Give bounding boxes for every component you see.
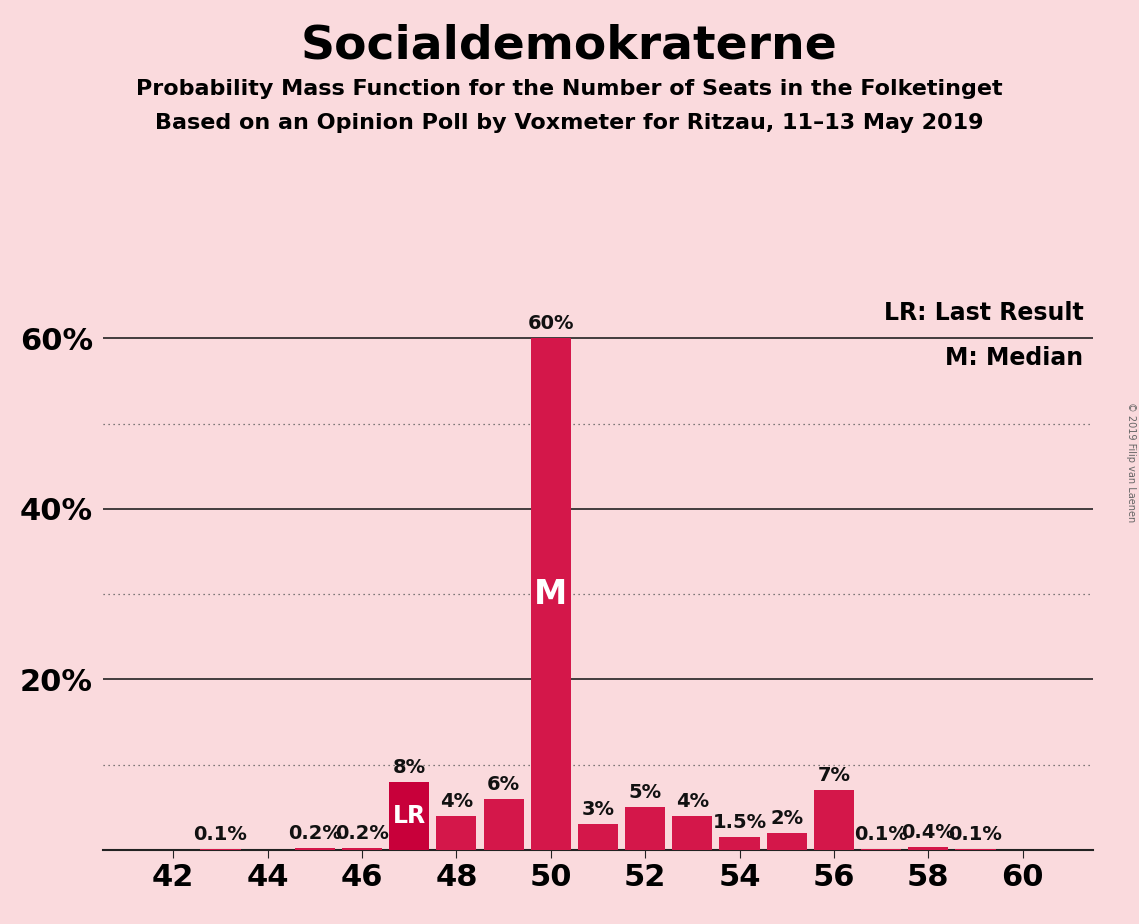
Bar bbox=[484, 799, 524, 850]
Bar bbox=[295, 848, 335, 850]
Text: LR: LR bbox=[393, 804, 426, 828]
Text: M: M bbox=[534, 578, 567, 611]
Text: 0.2%: 0.2% bbox=[335, 824, 390, 844]
Text: Based on an Opinion Poll by Voxmeter for Ritzau, 11–13 May 2019: Based on an Opinion Poll by Voxmeter for… bbox=[155, 113, 984, 133]
Text: 7%: 7% bbox=[818, 766, 851, 785]
Text: Socialdemokraterne: Socialdemokraterne bbox=[301, 23, 838, 68]
Text: 60%: 60% bbox=[527, 314, 574, 334]
Text: © 2019 Filip van Laenen: © 2019 Filip van Laenen bbox=[1126, 402, 1136, 522]
Text: 0.1%: 0.1% bbox=[194, 825, 247, 845]
Text: 4%: 4% bbox=[440, 792, 473, 811]
Text: 8%: 8% bbox=[393, 758, 426, 777]
Text: 0.4%: 0.4% bbox=[901, 822, 956, 842]
Bar bbox=[390, 782, 429, 850]
Bar bbox=[436, 816, 476, 850]
Text: 3%: 3% bbox=[582, 800, 614, 820]
Text: 5%: 5% bbox=[629, 784, 662, 802]
Text: 1.5%: 1.5% bbox=[713, 813, 767, 833]
Bar bbox=[342, 848, 382, 850]
Bar bbox=[720, 837, 760, 850]
Bar bbox=[531, 338, 571, 850]
Text: Probability Mass Function for the Number of Seats in the Folketinget: Probability Mass Function for the Number… bbox=[137, 79, 1002, 99]
Text: M: Median: M: Median bbox=[945, 346, 1083, 370]
Bar bbox=[625, 808, 665, 850]
Text: 0.2%: 0.2% bbox=[288, 824, 342, 844]
Text: 6%: 6% bbox=[487, 775, 521, 794]
Bar bbox=[767, 833, 806, 850]
Text: 0.1%: 0.1% bbox=[854, 825, 908, 845]
Text: 2%: 2% bbox=[770, 808, 803, 828]
Bar bbox=[577, 824, 618, 850]
Text: 0.1%: 0.1% bbox=[949, 825, 1002, 845]
Bar bbox=[908, 846, 949, 850]
Bar bbox=[672, 816, 712, 850]
Bar bbox=[814, 790, 854, 850]
Text: LR: Last Result: LR: Last Result bbox=[884, 301, 1083, 325]
Text: 4%: 4% bbox=[675, 792, 708, 811]
